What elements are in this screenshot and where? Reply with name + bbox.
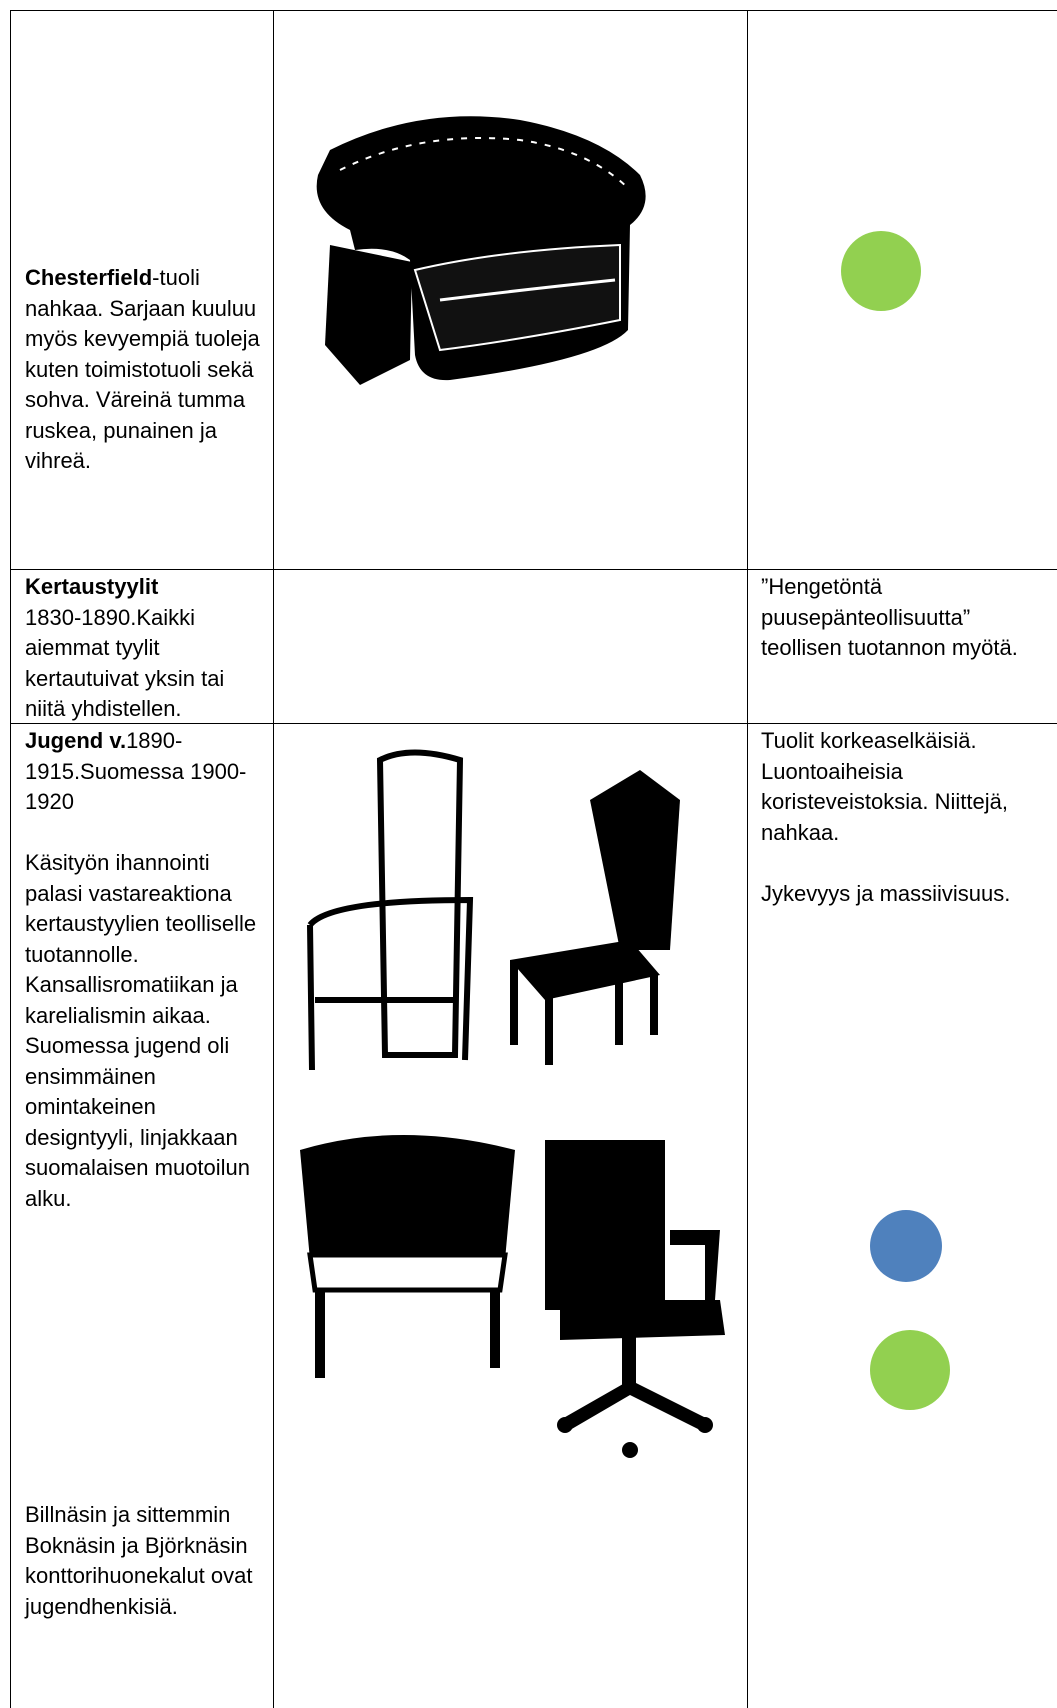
green-dot [841,231,921,311]
table-border [10,10,11,1708]
cell-text: Billnäsin ja sittemmin Boknäsin ja Björk… [25,1500,265,1653]
text: 1890-1915.Suomessa 1900-1920 [25,728,247,814]
table-border [10,723,1057,724]
text: Jykevyys ja massiivisuus. [761,880,1011,906]
green-dot [870,1330,950,1410]
blue-dot [870,1210,942,1282]
bold-term: Chesterfield [25,265,153,290]
text: 1830-1890.Kaikki aiemmat tyylit kertautu… [25,604,225,722]
table-border [273,10,274,1708]
jugend-chair [300,1135,515,1378]
jugend-chair [510,770,680,1065]
cell-text: Tuolit korkeaselkäisiä. Luontoaiheisia k… [761,726,1041,940]
text: Billnäsin ja sittemmin Boknäsin ja Björk… [25,1502,253,1619]
text: Käsityön ihannointi palasi vastareaktion… [25,850,257,1211]
text: Tuolit korkeaselkäisiä. Luontoaiheisia k… [761,728,1008,845]
jugend-chair [307,749,474,1071]
bold-term: Kertaustyylit [25,574,159,599]
chesterfield-chair [316,116,646,385]
cell-text: ”Hengetöntä puusepänteollisuutta” teolli… [761,572,1021,664]
table-border [10,569,1057,570]
table-border [747,10,748,1708]
table-border [10,10,1057,11]
text: -tuoli nahkaa. Sarjaan kuuluu myös kevye… [25,265,260,473]
bold-term: Jugend v. [25,728,127,753]
text: ”Hengetöntä puusepänteollisuutta” teolli… [761,574,1018,660]
cell-text: Chesterfield-tuoli nahkaa. Sarjaan kuulu… [25,263,265,477]
cell-text: Kertaustyylit 1830-1890.Kaikki aiemmat ty… [25,572,265,725]
cell-text: Jugend v.1890-1915.Suomessa 1900-1920 Kä… [25,726,265,1245]
jugend-chair [545,1140,725,1458]
